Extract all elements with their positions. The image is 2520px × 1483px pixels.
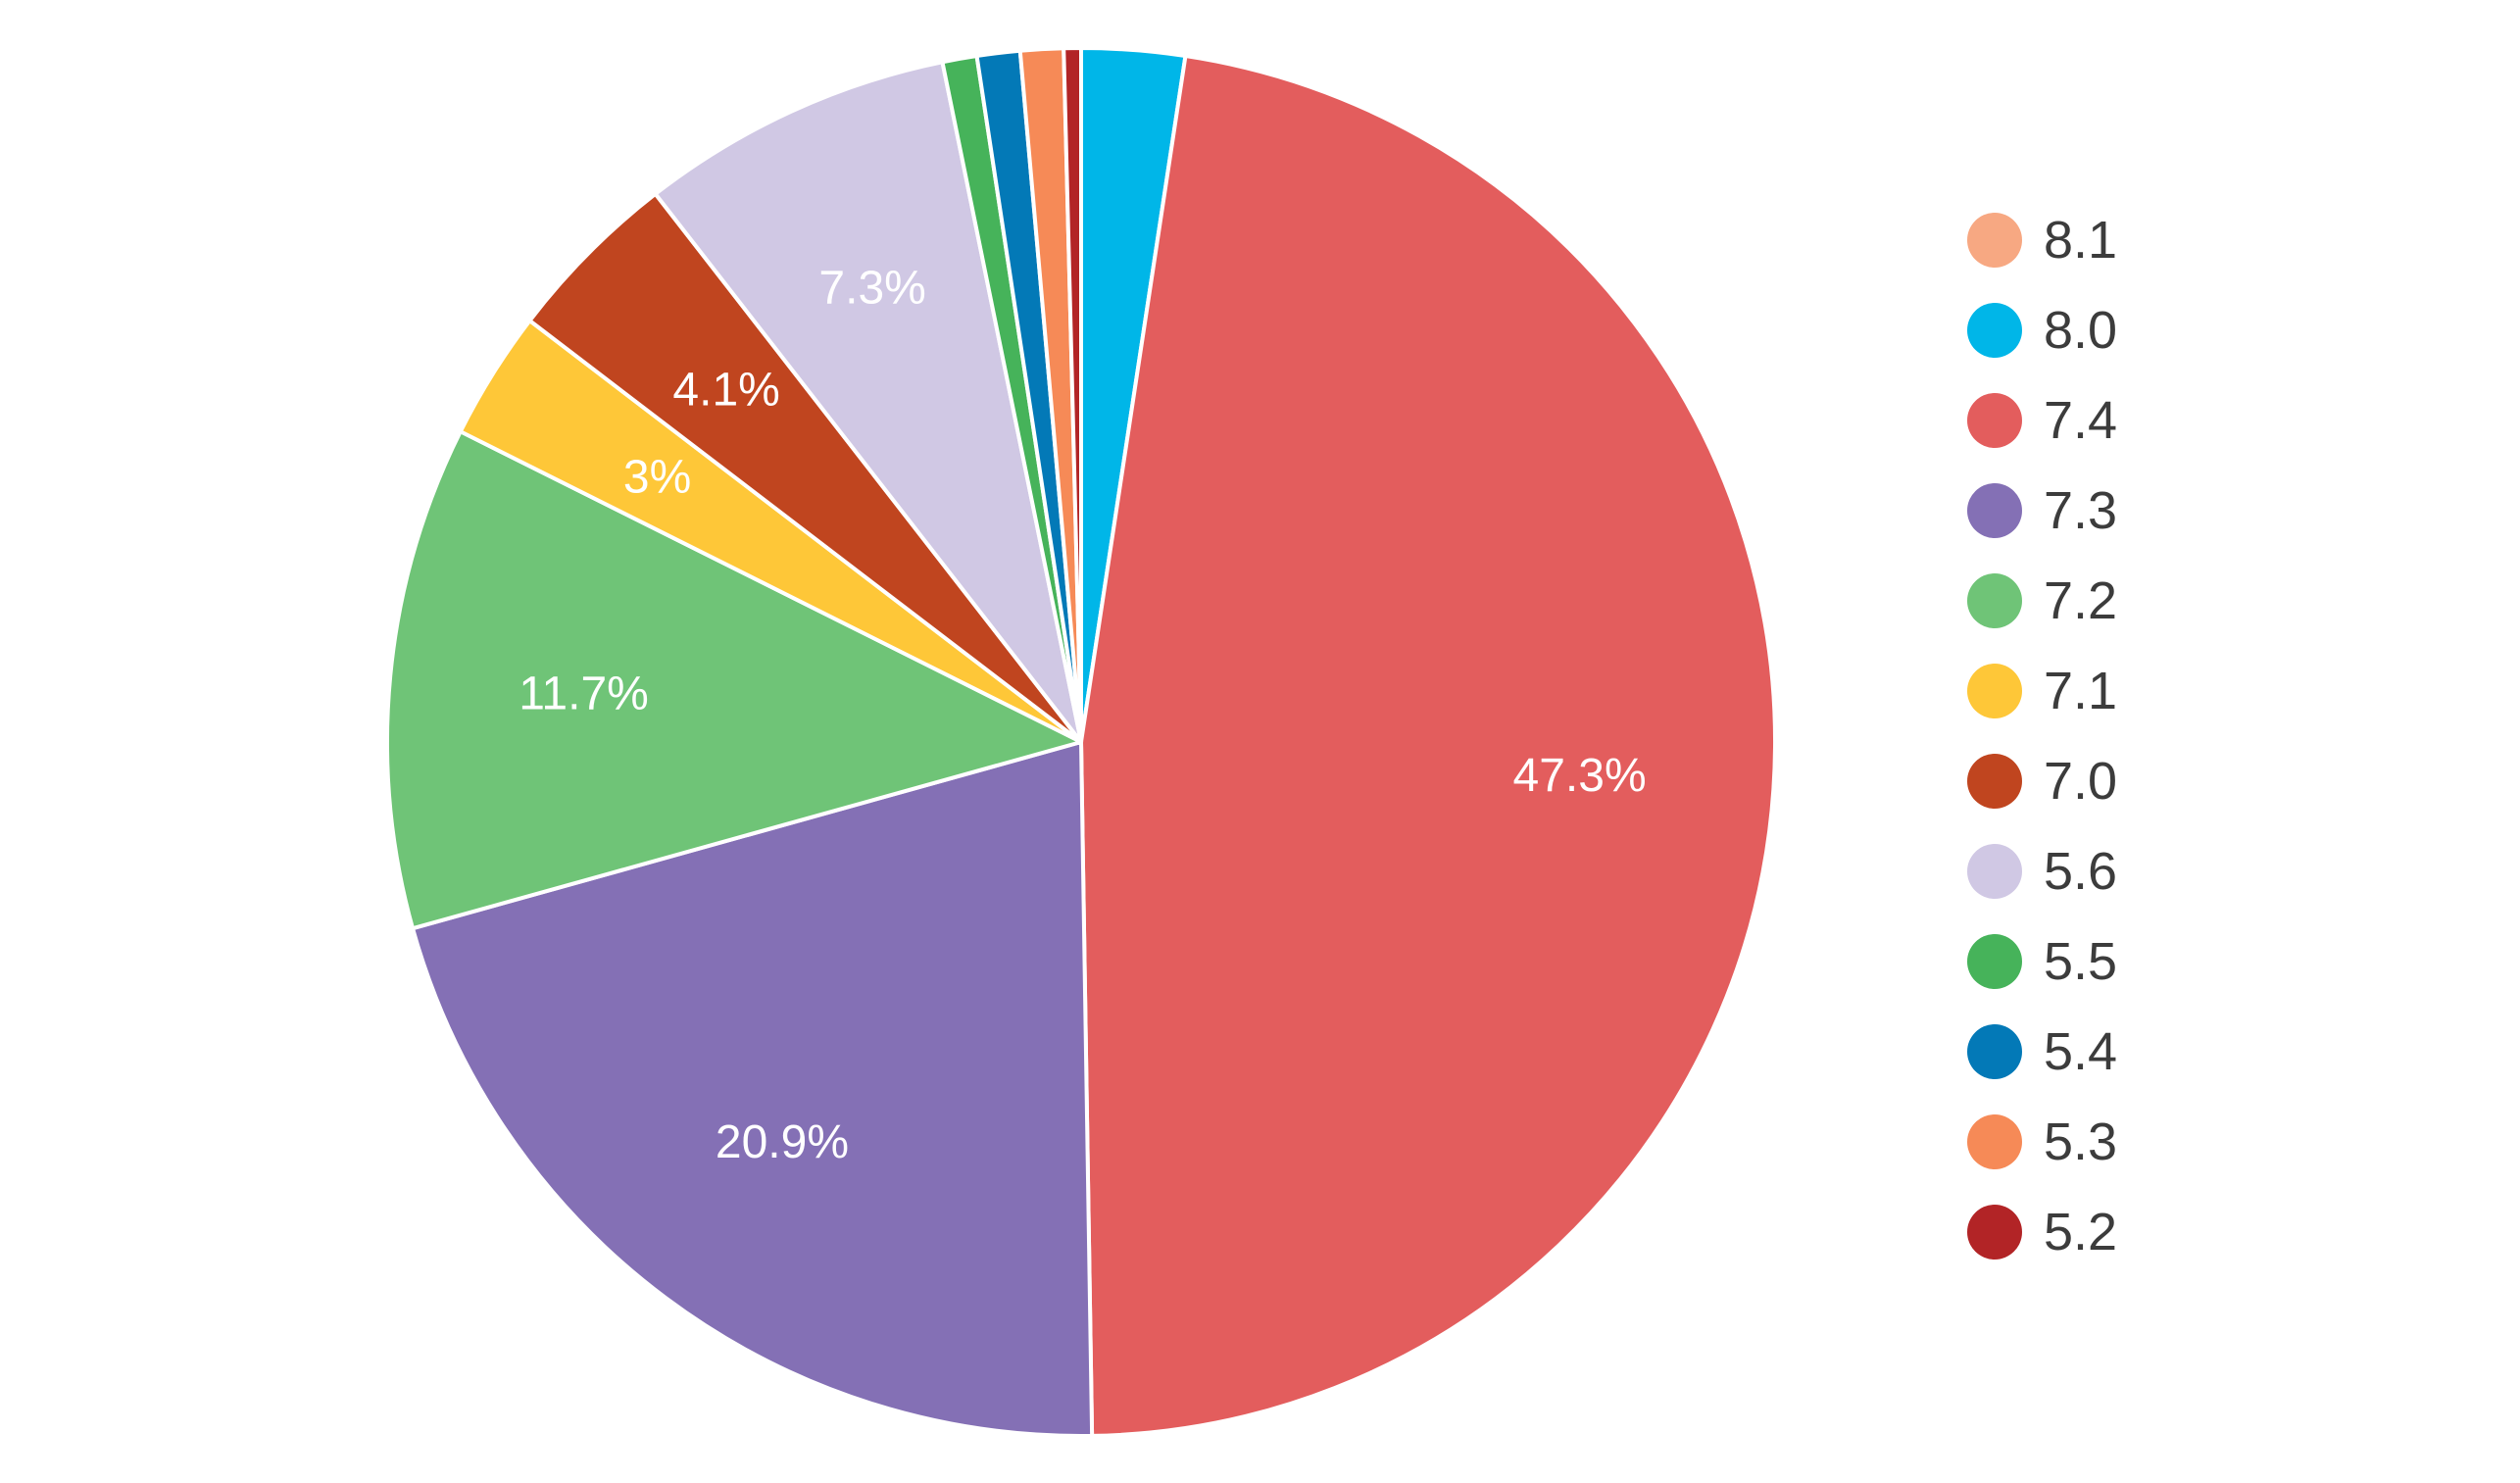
legend-label: 5.2 [2044, 1203, 2117, 1261]
data-label-7-0: 4.1% [672, 364, 779, 416]
legend-marker [1967, 754, 2022, 809]
slice-7-4 [1079, 54, 1777, 1438]
legend-label: 7.1 [2044, 662, 2117, 720]
legend-item-7-2[interactable]: 7.2 [1967, 571, 2117, 630]
legend-label: 5.6 [2044, 842, 2117, 901]
legend-marker [1967, 1205, 2022, 1260]
legend-item-7-3[interactable]: 7.3 [1967, 481, 2117, 540]
legend-label: 7.0 [2044, 752, 2117, 811]
legend-label: 5.4 [2044, 1022, 2117, 1081]
legend: 8.1 8.0 7.4 7.3 7.2 7.1 7.0 5.6 5.5 5.4 5.3 5.2 [1967, 211, 2117, 1261]
legend-marker [1967, 1114, 2022, 1169]
legend-marker [1967, 303, 2022, 358]
slice-7-2 [385, 429, 1083, 931]
legend-label: 7.3 [2044, 481, 2117, 540]
legend-label: 8.0 [2044, 301, 2117, 360]
pie-data-labels: 47.3% 20.9% 11.7% 3% 4.1% 7.3% [519, 262, 1646, 1168]
slice-7-3 [411, 740, 1095, 1438]
slice-7-0 [527, 191, 1083, 744]
pie-slices [385, 46, 1777, 1438]
data-label-7-2: 11.7% [519, 668, 649, 720]
legend-item-5-4[interactable]: 5.4 [1967, 1022, 2117, 1081]
legend-item-5-6[interactable]: 5.6 [1967, 842, 2117, 901]
legend-label: 5.5 [2044, 932, 2117, 991]
data-label-5-6: 7.3% [818, 262, 925, 314]
legend-item-7-4[interactable]: 7.4 [1967, 391, 2117, 450]
legend-label: 8.1 [2044, 211, 2117, 270]
legend-marker [1967, 213, 2022, 268]
legend-item-5-5[interactable]: 5.5 [1967, 932, 2117, 991]
legend-marker [1967, 934, 2022, 989]
legend-item-8-0[interactable]: 8.0 [1967, 301, 2117, 360]
legend-label: 7.4 [2044, 391, 2117, 450]
legend-label: 5.3 [2044, 1112, 2117, 1171]
legend-marker [1967, 483, 2022, 538]
legend-marker [1967, 573, 2022, 628]
legend-marker [1967, 844, 2022, 899]
legend-item-5-2[interactable]: 5.2 [1967, 1203, 2117, 1261]
legend-label: 7.2 [2044, 571, 2117, 630]
slice-5-6 [653, 60, 1083, 744]
slice-5-2 [1062, 46, 1083, 744]
legend-item-5-3[interactable]: 5.3 [1967, 1112, 2117, 1171]
legend-item-7-1[interactable]: 7.1 [1967, 662, 2117, 720]
legend-marker [1967, 664, 2022, 718]
data-label-7-4: 47.3% [1513, 750, 1647, 802]
legend-marker [1967, 393, 2022, 448]
data-label-7-1: 3% [623, 452, 691, 504]
data-label-7-3: 20.9% [716, 1116, 849, 1168]
legend-item-8-1[interactable]: 8.1 [1967, 211, 2117, 270]
legend-marker [1967, 1024, 2022, 1079]
legend-item-7-0[interactable]: 7.0 [1967, 752, 2117, 811]
